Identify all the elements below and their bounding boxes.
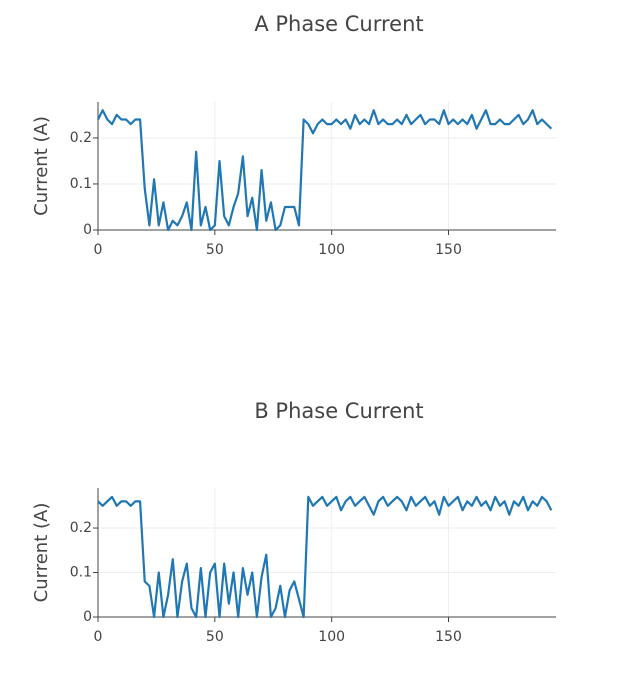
x-tick-label: 150 <box>435 629 462 645</box>
x-tick-label: 0 <box>94 242 103 258</box>
x-tick-label: 150 <box>435 242 462 258</box>
y-axis-label: Current (A) <box>31 116 52 216</box>
x-tick-label: 0 <box>94 629 103 645</box>
x-tick-label: 100 <box>318 242 345 258</box>
chart-title: A Phase Current <box>254 12 423 36</box>
x-tick-label: 50 <box>206 629 224 645</box>
chart-title: B Phase Current <box>254 399 423 423</box>
x-tick-label: 100 <box>318 629 345 645</box>
y-tick-label: 0 <box>83 222 92 238</box>
y-tick-label: 0.2 <box>70 130 92 146</box>
y-tick-label: 0.1 <box>70 176 92 192</box>
y-tick-label: 0 <box>83 609 92 625</box>
series-line <box>97 495 553 619</box>
y-tick-label: 0.1 <box>70 565 92 581</box>
y-tick-label: 0.2 <box>70 520 92 536</box>
series-line <box>97 109 553 232</box>
y-axis-label: Current (A) <box>31 503 52 603</box>
x-tick-label: 50 <box>206 242 224 258</box>
